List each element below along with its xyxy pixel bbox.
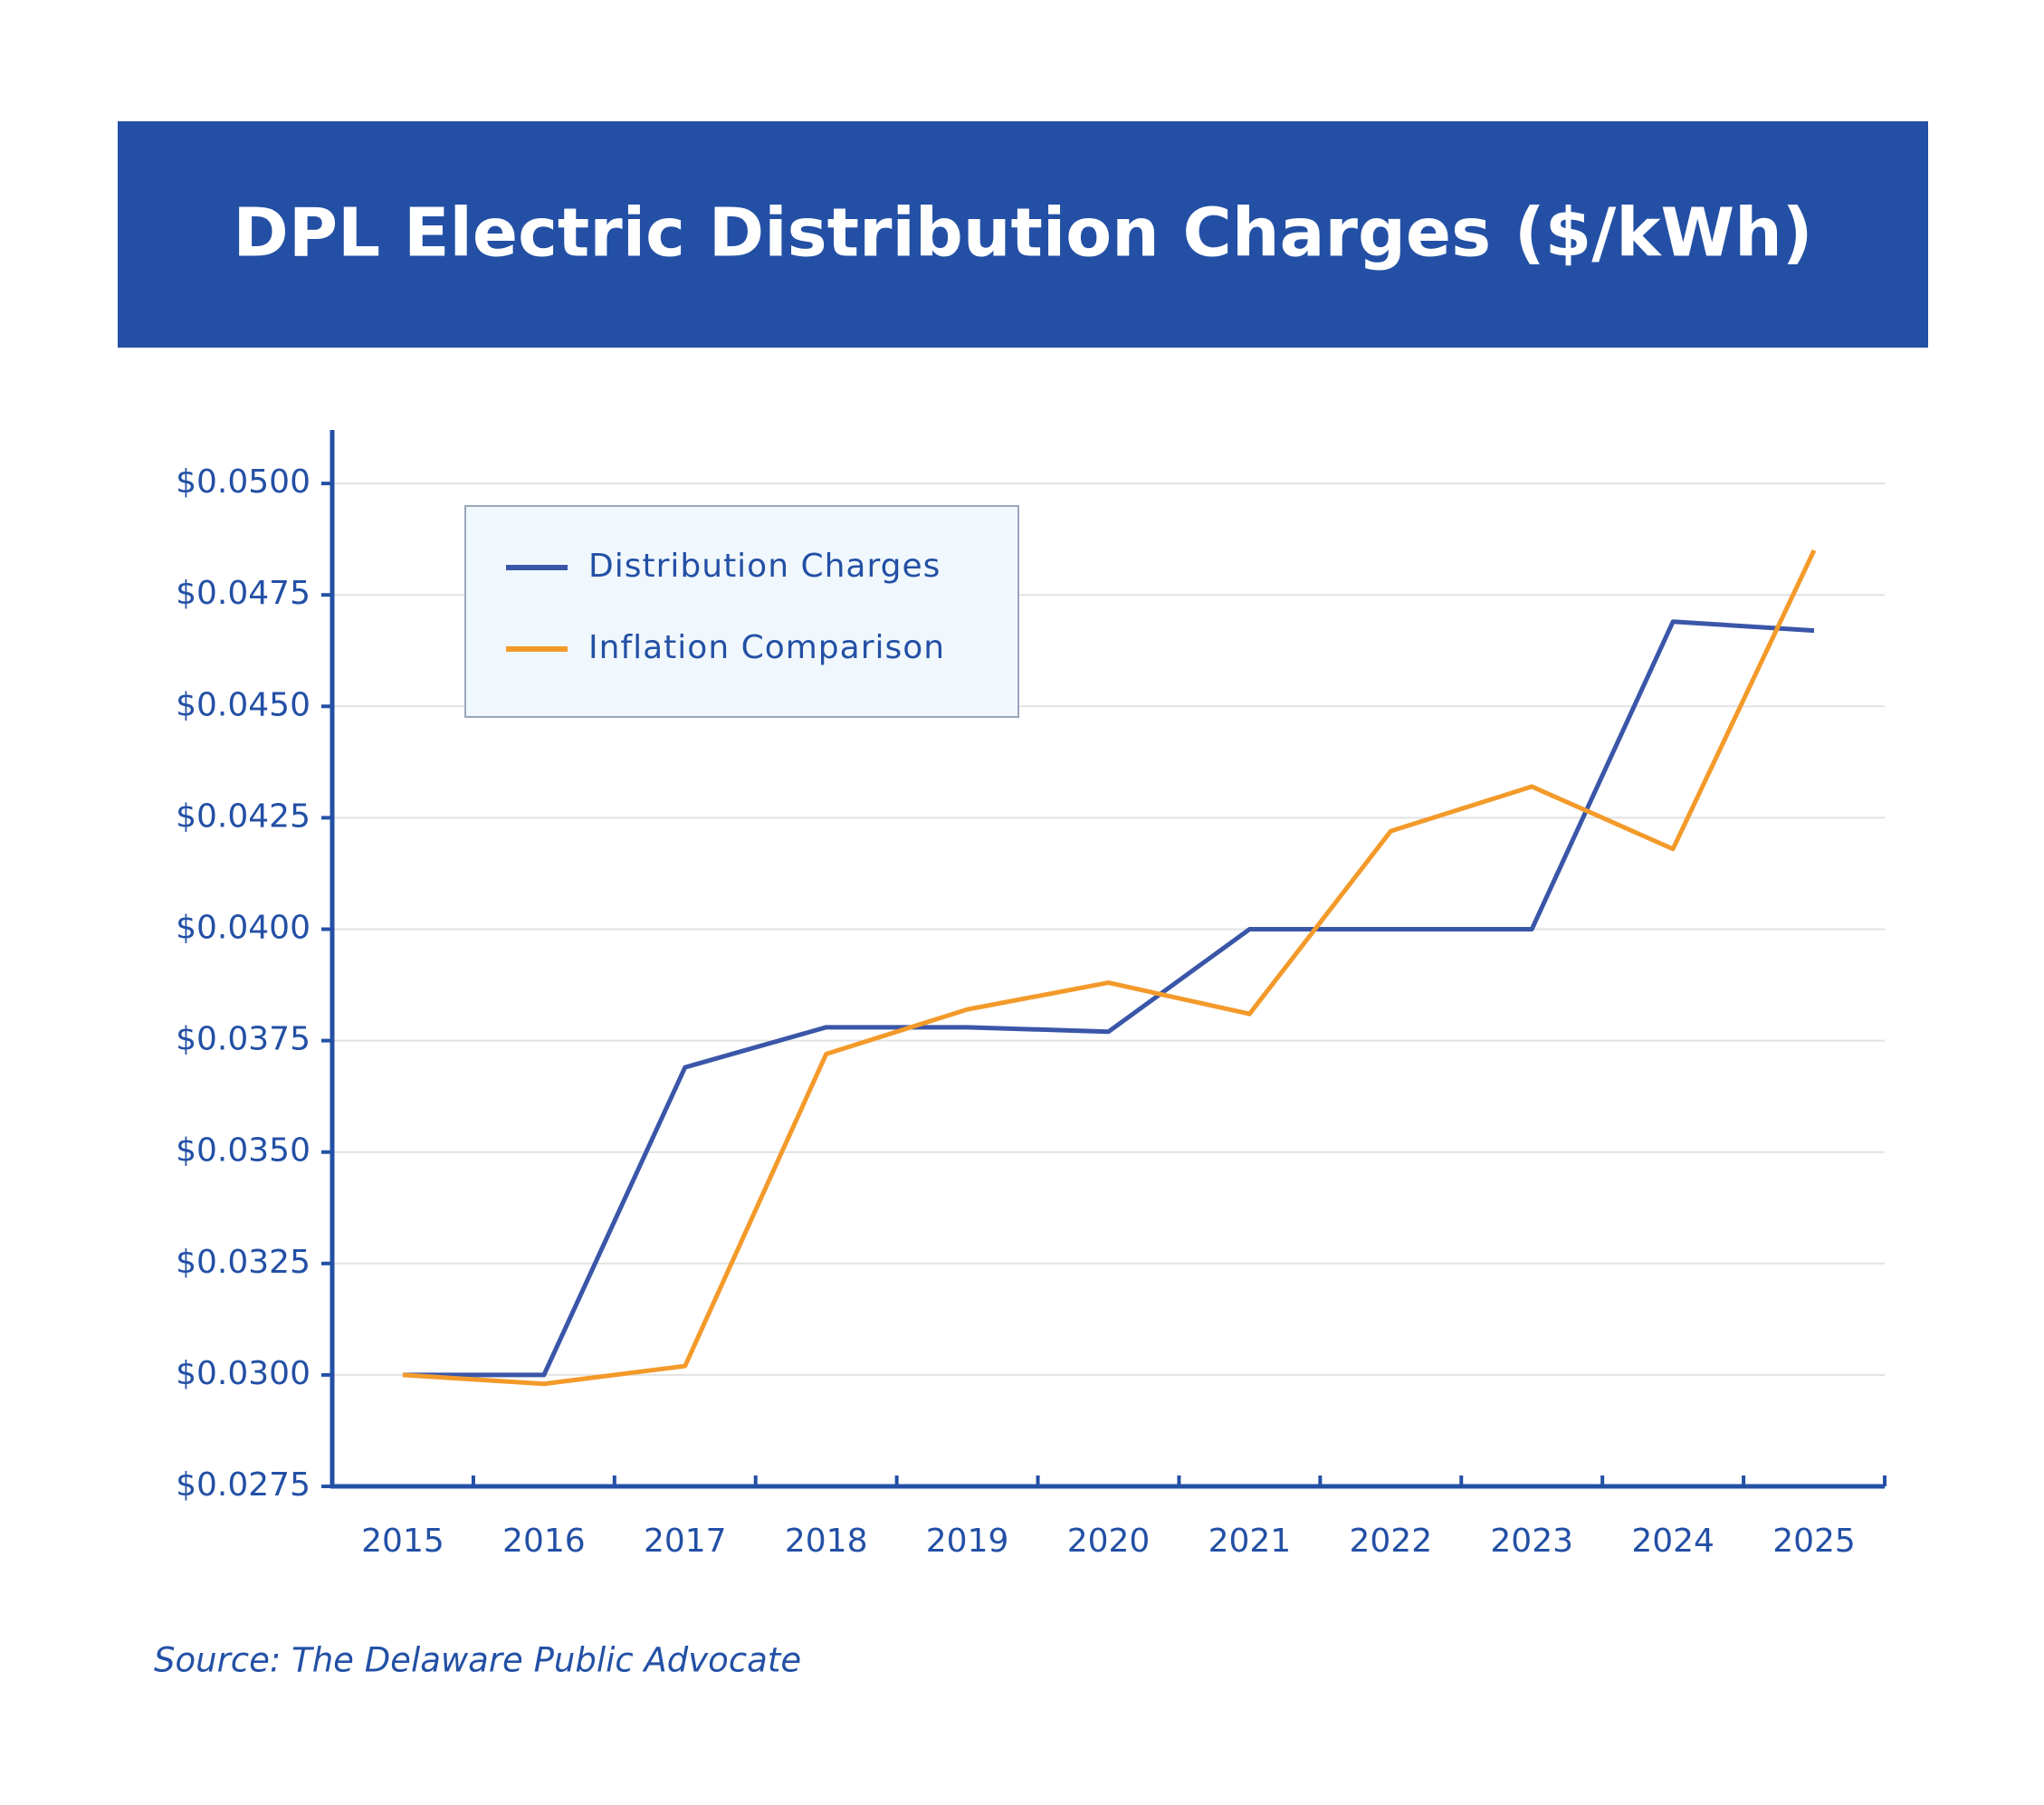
legend-label: Inflation Comparison: [588, 629, 945, 666]
x-tick-label: 2023: [1490, 1523, 1573, 1560]
y-tick-label: $0.0275: [176, 1466, 310, 1504]
source-note: Source: The Delaware Public Advocate: [154, 1641, 801, 1680]
title-banner: [118, 121, 1928, 348]
y-tick-label: $0.0400: [176, 909, 310, 946]
series-line: [402, 619, 1815, 1378]
x-tick-label: 2020: [1067, 1523, 1151, 1560]
chart-title: DPL Electric Distribution Charges ($/kWh…: [233, 195, 1812, 272]
x-tick-label: 2017: [644, 1523, 727, 1560]
x-tick-label: 2018: [785, 1523, 868, 1560]
y-tick-label: $0.0425: [176, 797, 310, 835]
y-tick-label: $0.0350: [176, 1132, 310, 1170]
x-tick-label: 2024: [1631, 1523, 1714, 1560]
y-tick-label: $0.0300: [176, 1355, 310, 1392]
x-tick-label: 2019: [926, 1523, 1009, 1560]
y-tick-label: $0.0450: [176, 686, 310, 723]
x-tick-label: 2022: [1350, 1523, 1433, 1560]
x-tick-label: 2015: [361, 1523, 444, 1560]
x-tick-label: 2016: [502, 1523, 586, 1560]
series-line: [402, 549, 1817, 1387]
x-tick-label: 2025: [1772, 1523, 1856, 1560]
x-tick-label: 2021: [1208, 1523, 1292, 1560]
legend-box: [464, 505, 1019, 718]
y-tick-label: $0.0475: [176, 575, 310, 612]
y-tick-label: $0.0500: [176, 463, 310, 501]
y-tick-label: $0.0375: [176, 1021, 310, 1058]
legend-label: Distribution Charges: [588, 548, 941, 585]
y-tick-label: $0.0325: [176, 1244, 310, 1281]
